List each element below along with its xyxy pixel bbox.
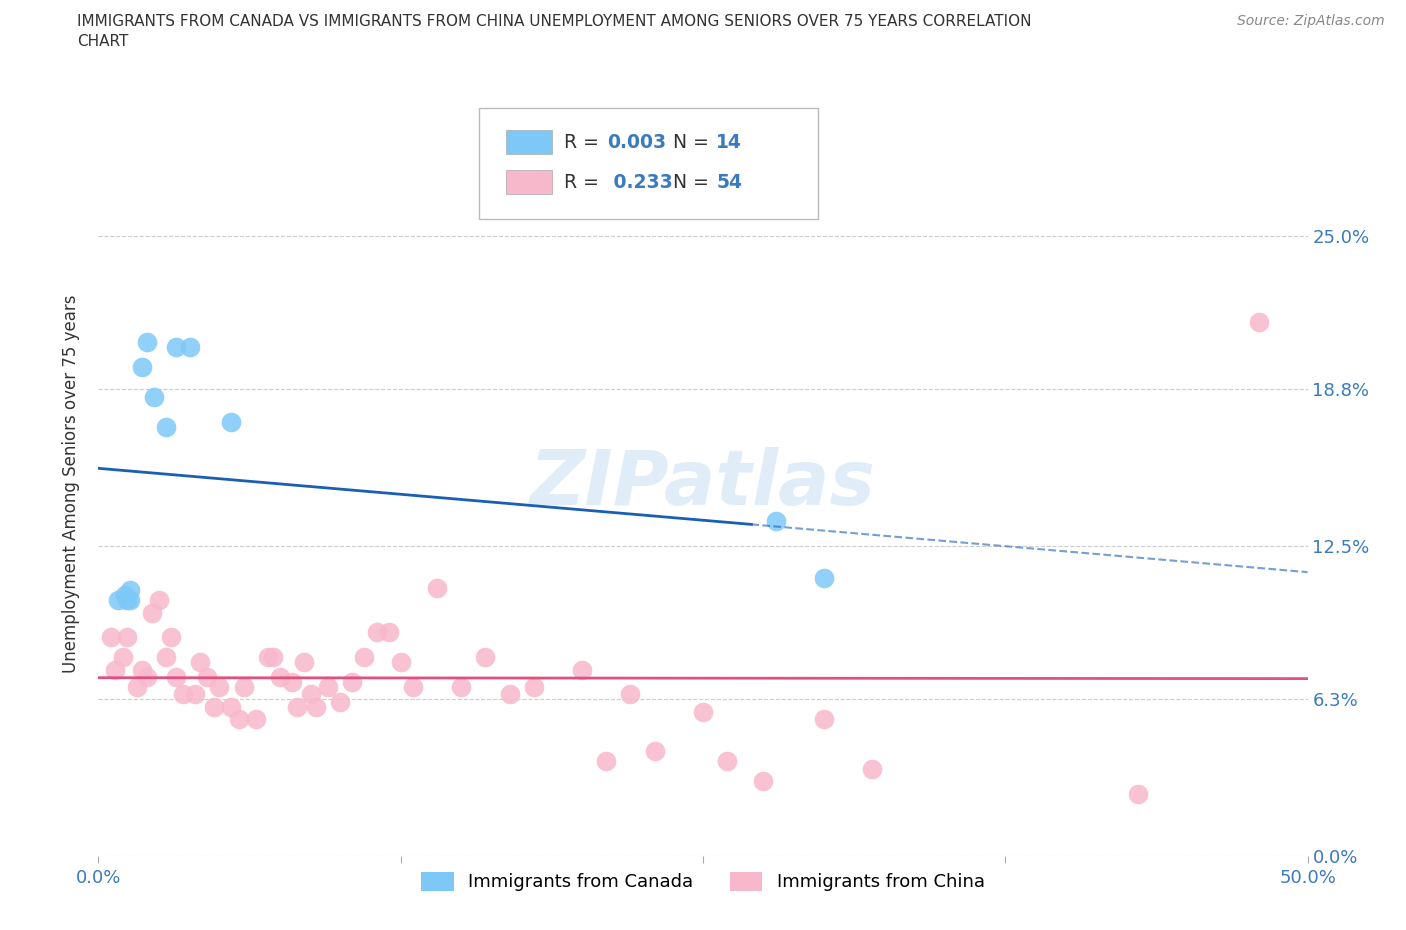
Point [305,699,328,714]
Point [402,680,425,695]
Text: CHART: CHART [77,34,129,49]
Text: 0.233: 0.233 [607,173,673,192]
Point [117,630,139,644]
Point [765,513,787,528]
Text: N =: N = [672,133,714,152]
Text: ZIPatlas: ZIPatlas [530,446,876,521]
Point [131,662,153,677]
FancyBboxPatch shape [479,108,818,219]
Point [1128,786,1150,801]
Point [299,687,322,702]
Text: 0.003: 0.003 [607,133,666,152]
Point [165,670,187,684]
Point [172,687,194,702]
Point [135,335,157,350]
Point [389,655,412,670]
Point [195,670,218,684]
Point [692,704,714,719]
Point [813,711,835,726]
Point [256,650,278,665]
Point [135,670,157,684]
Point [285,699,308,714]
Point [155,650,177,665]
Point [221,414,243,429]
Point [498,687,520,702]
Point [148,592,170,607]
Point [329,695,352,710]
Point [245,711,267,726]
Point [143,390,166,405]
Point [232,680,254,695]
Point [619,687,641,702]
Text: 54: 54 [716,173,742,192]
Point [100,630,122,644]
Point [131,360,153,375]
Point [179,339,201,354]
Point [204,699,226,714]
FancyBboxPatch shape [506,170,551,194]
Text: IMMIGRANTS FROM CANADA VS IMMIGRANTS FROM CHINA UNEMPLOYMENT AMONG SENIORS OVER : IMMIGRANTS FROM CANADA VS IMMIGRANTS FRO… [77,14,1032,29]
Point [111,650,134,665]
Point [523,680,546,695]
Point [813,570,835,585]
Point [1249,315,1271,330]
Point [571,662,593,677]
Point [377,625,399,640]
Point [269,670,291,684]
Y-axis label: Unemployment Among Seniors over 75 years: Unemployment Among Seniors over 75 years [62,295,80,672]
Point [262,650,284,665]
Point [366,625,388,640]
Point [595,754,617,769]
Point [117,592,139,607]
Point [353,650,375,665]
Text: R =: R = [564,173,605,192]
Point [141,605,163,620]
Point [860,762,883,777]
Point [450,680,472,695]
Point [426,580,449,595]
Point [114,588,136,603]
Point [221,699,243,714]
Point [208,680,231,695]
Legend: Immigrants from Canada, Immigrants from China: Immigrants from Canada, Immigrants from … [415,865,991,898]
Point [281,674,304,689]
Point [474,650,496,665]
Text: 14: 14 [716,133,742,152]
Text: R =: R = [564,133,605,152]
Point [118,592,141,607]
Point [752,774,775,789]
Point [342,674,364,689]
Point [127,680,149,695]
Text: N =: N = [672,173,714,192]
Point [155,419,177,434]
Text: Source: ZipAtlas.com: Source: ZipAtlas.com [1237,14,1385,28]
Point [165,339,187,354]
Point [160,630,183,644]
Point [644,744,666,759]
Point [716,754,738,769]
Point [104,662,127,677]
Point [228,711,250,726]
Point [118,583,141,598]
FancyBboxPatch shape [506,130,551,154]
Point [188,655,211,670]
Point [292,655,315,670]
Point [184,687,207,702]
Point [107,592,129,607]
Point [316,680,339,695]
